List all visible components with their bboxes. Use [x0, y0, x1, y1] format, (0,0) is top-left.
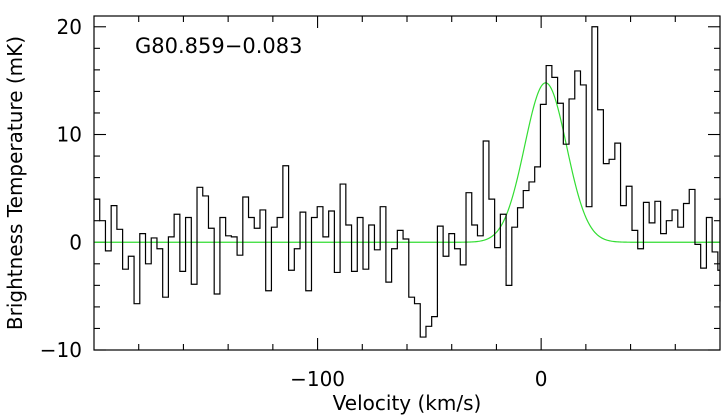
x-tick-label: 0: [535, 367, 548, 391]
y-tick-label: 20: [57, 15, 82, 39]
x-tick-labels: −100 0: [290, 367, 547, 391]
tick-marks: [94, 16, 720, 351]
y-tick-labels: −10 0 10 20: [40, 15, 82, 362]
y-axis-label: Brightness Temperature (mK): [3, 36, 27, 330]
y-tick-label: −10: [40, 338, 82, 362]
plot-frame: [93, 15, 721, 351]
x-tick-label: −100: [290, 367, 345, 391]
spectrum-line: [94, 26, 721, 338]
y-tick-label: 10: [57, 123, 82, 147]
gaussian-fit-line: [94, 82, 720, 243]
x-axis-label: Velocity (km/s): [333, 391, 482, 415]
source-name-annotation: G80.859−0.083: [135, 34, 302, 58]
y-tick-label: 0: [69, 230, 82, 254]
